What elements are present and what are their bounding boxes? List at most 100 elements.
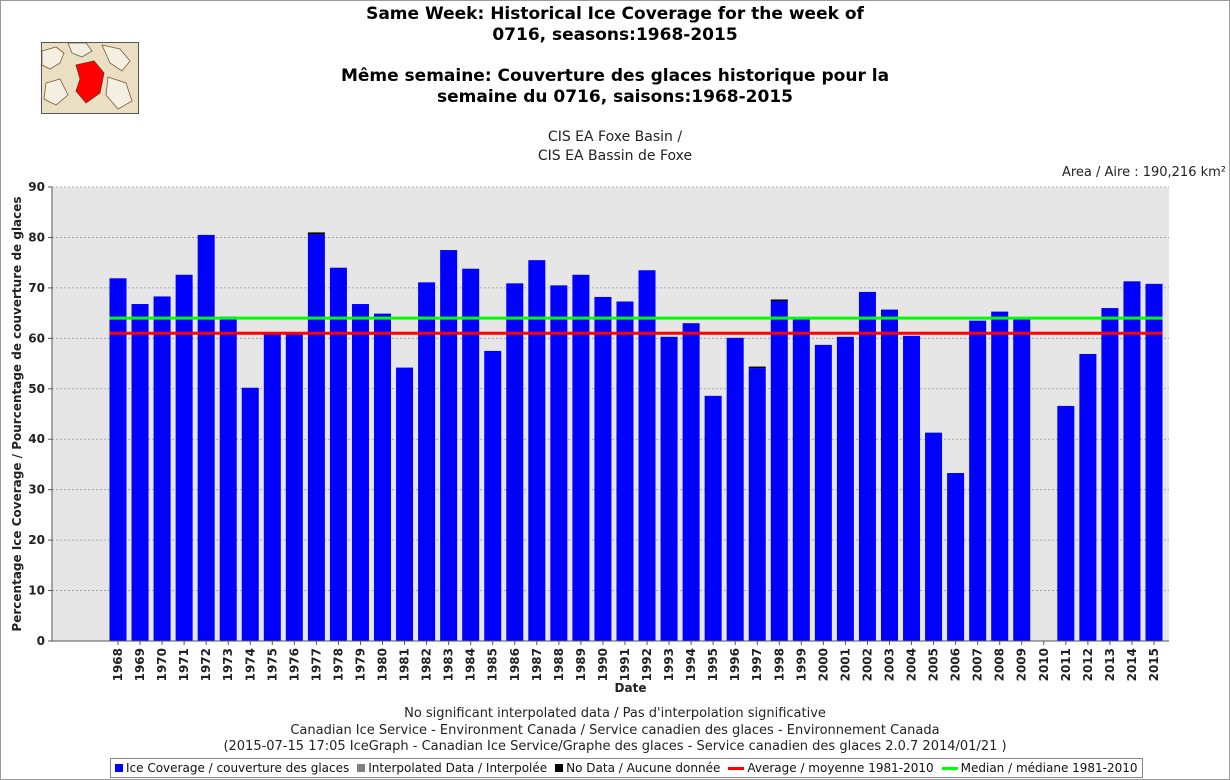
bar-ice-1999 [792, 319, 810, 641]
footer-line3: (2015-07-15 17:05 IceGraph - Canadian Ic… [223, 739, 1007, 754]
x-tick-label: 2003 [882, 648, 896, 681]
bar-ice-2014 [1123, 281, 1141, 641]
y-tick-label: 10 [28, 584, 45, 598]
x-tick-label: 1997 [750, 648, 764, 681]
bar-ice-2015 [1145, 283, 1163, 641]
y-tick-label: 70 [28, 281, 45, 295]
bar-ice-2008 [991, 311, 1009, 641]
bar-ice-1995 [704, 395, 722, 641]
x-tick-label: 1971 [177, 648, 191, 681]
bar-ice-1980 [374, 313, 392, 641]
legend-swatch-ice [115, 764, 123, 772]
legend-item-nodata: No Data / Aucune donnée [555, 761, 720, 775]
y-tick-label: 60 [28, 331, 45, 345]
x-tick-label: 1991 [618, 648, 632, 681]
y-tick-label: 30 [28, 483, 45, 497]
x-tick-label: 2000 [816, 648, 830, 681]
y-tick-label: 20 [28, 533, 45, 547]
x-tick-label: 1968 [111, 648, 125, 681]
region-map-thumbnail [41, 42, 139, 114]
x-tick-label: 2006 [949, 648, 963, 681]
bar-ice-1968 [109, 278, 127, 641]
legend-label-average: Average / moyenne 1981-2010 [747, 761, 934, 775]
bar-ice-1991 [616, 301, 634, 641]
bar-ice-1979 [351, 304, 369, 641]
x-tick-label: 2013 [1103, 648, 1117, 681]
x-tick-label: 2010 [1037, 648, 1051, 681]
y-tick-labels: 0 10 20 30 40 50 60 70 80 90 [28, 180, 52, 648]
x-tick-label: 2005 [927, 648, 941, 681]
bar-ice-1976 [285, 333, 303, 641]
bar-ice-1975 [263, 333, 281, 641]
bar-ice-1985 [484, 350, 502, 641]
x-tick-label: 2004 [905, 648, 919, 681]
title-en-line1: Same Week: Historical Ice Coverage for t… [366, 4, 864, 24]
y-axis-label: Percentage Ice Coverage / Pourcentage de… [10, 196, 24, 631]
reference-lines [109, 316, 1163, 335]
title-fr-line2: semaine du 0716, saisons:1968-2015 [436, 87, 793, 107]
bar-ice-2006 [947, 473, 965, 641]
x-tick-label: 2008 [993, 648, 1007, 681]
bar-ice-1977 [307, 234, 325, 641]
bar-ice-1983 [440, 250, 458, 642]
legend-item-average: Average / moyenne 1981-2010 [728, 761, 934, 775]
bar-ice-1998 [770, 301, 788, 641]
bar-ice-2003 [880, 309, 898, 641]
x-tick-label: 1976 [287, 648, 301, 681]
x-tick-label: 2007 [971, 648, 985, 681]
bar-ice-1996 [726, 337, 744, 641]
x-tick-label: 1977 [309, 648, 323, 681]
x-tick-label: 1999 [794, 648, 808, 681]
bar-nodata-1997 [748, 366, 766, 369]
bar-ice-2012 [1079, 353, 1097, 641]
legend-label-interp: Interpolated Data / Interpolée [368, 761, 548, 775]
legend-item-interp: Interpolated Data / Interpolée [357, 761, 547, 775]
y-tick-label: 90 [28, 180, 45, 194]
bar-ice-1988 [550, 285, 568, 641]
x-tick-label: 2002 [860, 648, 874, 681]
x-tick-label: 2009 [1015, 648, 1029, 681]
bar-ice-1989 [572, 274, 590, 641]
bar-ice-1970 [153, 296, 171, 641]
bar-ice-1982 [418, 282, 436, 641]
y-tick-label: 80 [28, 230, 45, 244]
x-tick-label: 1984 [464, 648, 478, 681]
bar-ice-2011 [1057, 405, 1075, 641]
x-tick-label: 1974 [243, 648, 257, 681]
bar-ice-1997 [748, 368, 766, 641]
y-tick-label: 50 [28, 382, 45, 396]
x-tick-label: 1986 [508, 648, 522, 681]
x-tick-label: 1979 [353, 648, 367, 681]
x-tick-label: 1994 [684, 648, 698, 681]
x-tick-label: 1982 [420, 648, 434, 681]
bar-ice-1981 [396, 367, 414, 641]
x-tick-label: 1985 [486, 648, 500, 681]
bar-ice-2013 [1101, 308, 1119, 641]
x-tick-label: 1980 [376, 648, 390, 681]
region-map-icon [42, 43, 138, 113]
x-tick-label: 2014 [1125, 648, 1139, 681]
bar-ice-1974 [241, 387, 259, 641]
x-tick-label: 1983 [442, 648, 456, 681]
y-tick-label: 0 [37, 634, 45, 648]
bar-ice-2005 [925, 432, 943, 641]
bar-ice-1992 [638, 270, 656, 641]
x-tick-label: 1995 [706, 648, 720, 681]
bar-ice-2001 [836, 336, 854, 641]
x-tick-label: 1981 [398, 648, 412, 681]
bar-ice-1969 [131, 304, 149, 641]
x-tick-label: 1992 [640, 648, 654, 681]
x-tick-label: 1972 [199, 648, 213, 681]
legend-item-median: Median / médiane 1981-2010 [941, 761, 1138, 775]
bar-ice-2009 [1013, 319, 1031, 641]
bar-ice-1994 [682, 323, 700, 641]
x-tick-label: 1988 [552, 648, 566, 681]
title-fr-line1: Même semaine: Couverture des glaces hist… [340, 66, 890, 86]
bar-ice-1973 [219, 316, 237, 641]
bar-ice-1990 [594, 296, 612, 641]
bar-ice-2000 [814, 344, 832, 641]
y-tick-label: 40 [28, 432, 45, 446]
x-tick-label: 1969 [133, 648, 147, 681]
bar-ice-2002 [858, 291, 876, 641]
bar-ice-1984 [462, 268, 480, 641]
